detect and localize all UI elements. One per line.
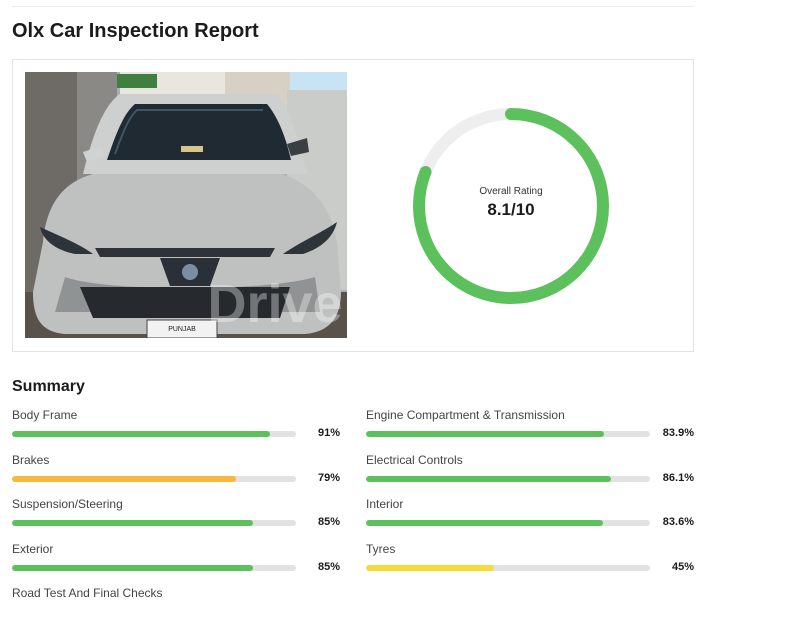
summary-item: Exterior 85% [12,542,340,582]
summary-item: Brakes 79% [12,453,340,493]
summary-item: Suspension/Steering 85% [12,497,340,537]
summary-item-value: 45% [671,561,694,573]
summary-progress-fill [366,565,494,571]
summary-progress-track [12,565,296,571]
summary-progress-fill [366,431,605,437]
summary-item-label: Brakes [12,453,50,467]
summary-title: Summary [12,378,85,395]
inspection-hero-card: PUNJAB Drive Overall Rating 8.1/10 [12,59,694,352]
summary-progress-fill [12,565,254,571]
summary-item-value: 86.1% [662,472,694,484]
svg-text:PUNJAB: PUNJAB [168,326,196,333]
summary-item-label: Suspension/Steering [12,497,123,511]
summary-item-value: 85% [317,516,340,528]
summary-progress-fill [12,431,271,437]
summary-progress-fill [12,476,237,482]
summary-item-label: Road Test And Final Checks [12,586,163,600]
summary-item: Road Test And Final Checks [12,586,340,626]
summary-progress-track [12,520,296,526]
summary-progress-track [12,431,296,437]
summary-item: Engine Compartment & Transmission 83.9% [366,408,694,448]
overall-rating-gauge: Overall Rating 8.1/10 [411,106,611,306]
summary-progress-track [12,476,296,482]
summary-item-value: 79% [317,472,340,484]
page-title: Olx Car Inspection Report [12,20,259,42]
rating-ring [413,108,609,304]
svg-text:Drive: Drive [207,274,342,334]
summary-item-label: Body Frame [12,408,78,422]
top-divider [12,6,694,7]
summary-item-label: Engine Compartment & Transmission [366,408,565,422]
car-photo[interactable]: PUNJAB Drive [25,72,347,338]
summary-item: Electrical Controls 86.1% [366,453,694,493]
summary-item-label: Electrical Controls [366,453,463,467]
rating-value: 8.1/10 [487,200,535,219]
rating-text-block: Overall Rating 8.1/10 [411,106,611,306]
summary-item-value: 83.6% [662,516,694,528]
summary-item-value: 85% [317,561,340,573]
summary-item-value: 83.9% [662,427,694,439]
summary-progress-fill [12,520,254,526]
summary-item-value: 91% [317,427,340,439]
summary-item-label: Exterior [12,542,54,556]
summary-item: Tyres 45% [366,542,694,582]
summary-progress-track [366,431,650,437]
summary-item: Interior 83.6% [366,497,694,537]
summary-item: Body Frame 91% [12,408,340,448]
summary-item-label: Interior [366,497,404,511]
rating-label: Overall Rating [479,186,543,197]
summary-progress-track [366,565,650,571]
summary-progress-fill [366,476,611,482]
summary-item-label: Tyres [366,542,396,556]
car-illustration: PUNJAB Drive [25,72,347,338]
summary-progress-track [366,520,650,526]
summary-progress-fill [366,520,604,526]
summary-progress-track [366,476,650,482]
rating-ring-progress [413,108,609,304]
